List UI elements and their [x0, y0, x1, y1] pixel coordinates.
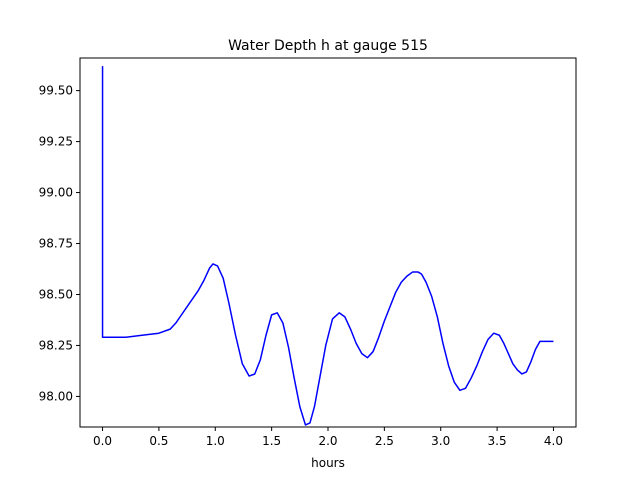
y-tick-label: 99.00	[39, 186, 73, 200]
y-tick-label: 98.25	[39, 338, 73, 352]
x-tick-label: 3.5	[488, 434, 507, 448]
y-tick-label: 99.50	[39, 84, 73, 98]
x-tick-label: 4.0	[544, 434, 563, 448]
y-tick-label: 98.50	[39, 287, 73, 301]
x-axis-label: hours	[311, 456, 345, 470]
x-tick-label: 3.0	[431, 434, 450, 448]
series-line-1	[101, 66, 554, 426]
x-tick-label: 2.5	[375, 434, 394, 448]
x-tick-label: 0.5	[149, 434, 168, 448]
y-axis: 98.00 98.25 98.50 98.75 99.00 99.25 99.50	[39, 84, 80, 403]
x-tick-label: 1.0	[206, 434, 225, 448]
x-tick-label: 1.5	[262, 434, 281, 448]
y-tick-label: 99.25	[39, 135, 73, 149]
plot-marks	[101, 66, 554, 426]
x-tick-label: 0.0	[93, 434, 112, 448]
x-axis: 0.0 0.5 1.0 1.5 2.0 2.5 3.0 3.5 4.0	[93, 427, 563, 448]
y-tick-label: 98.75	[39, 237, 73, 251]
x-tick-label: 2.0	[318, 434, 337, 448]
chart-title: Water Depth h at gauge 515	[228, 38, 428, 54]
y-tick-label: 98.00	[39, 389, 73, 403]
